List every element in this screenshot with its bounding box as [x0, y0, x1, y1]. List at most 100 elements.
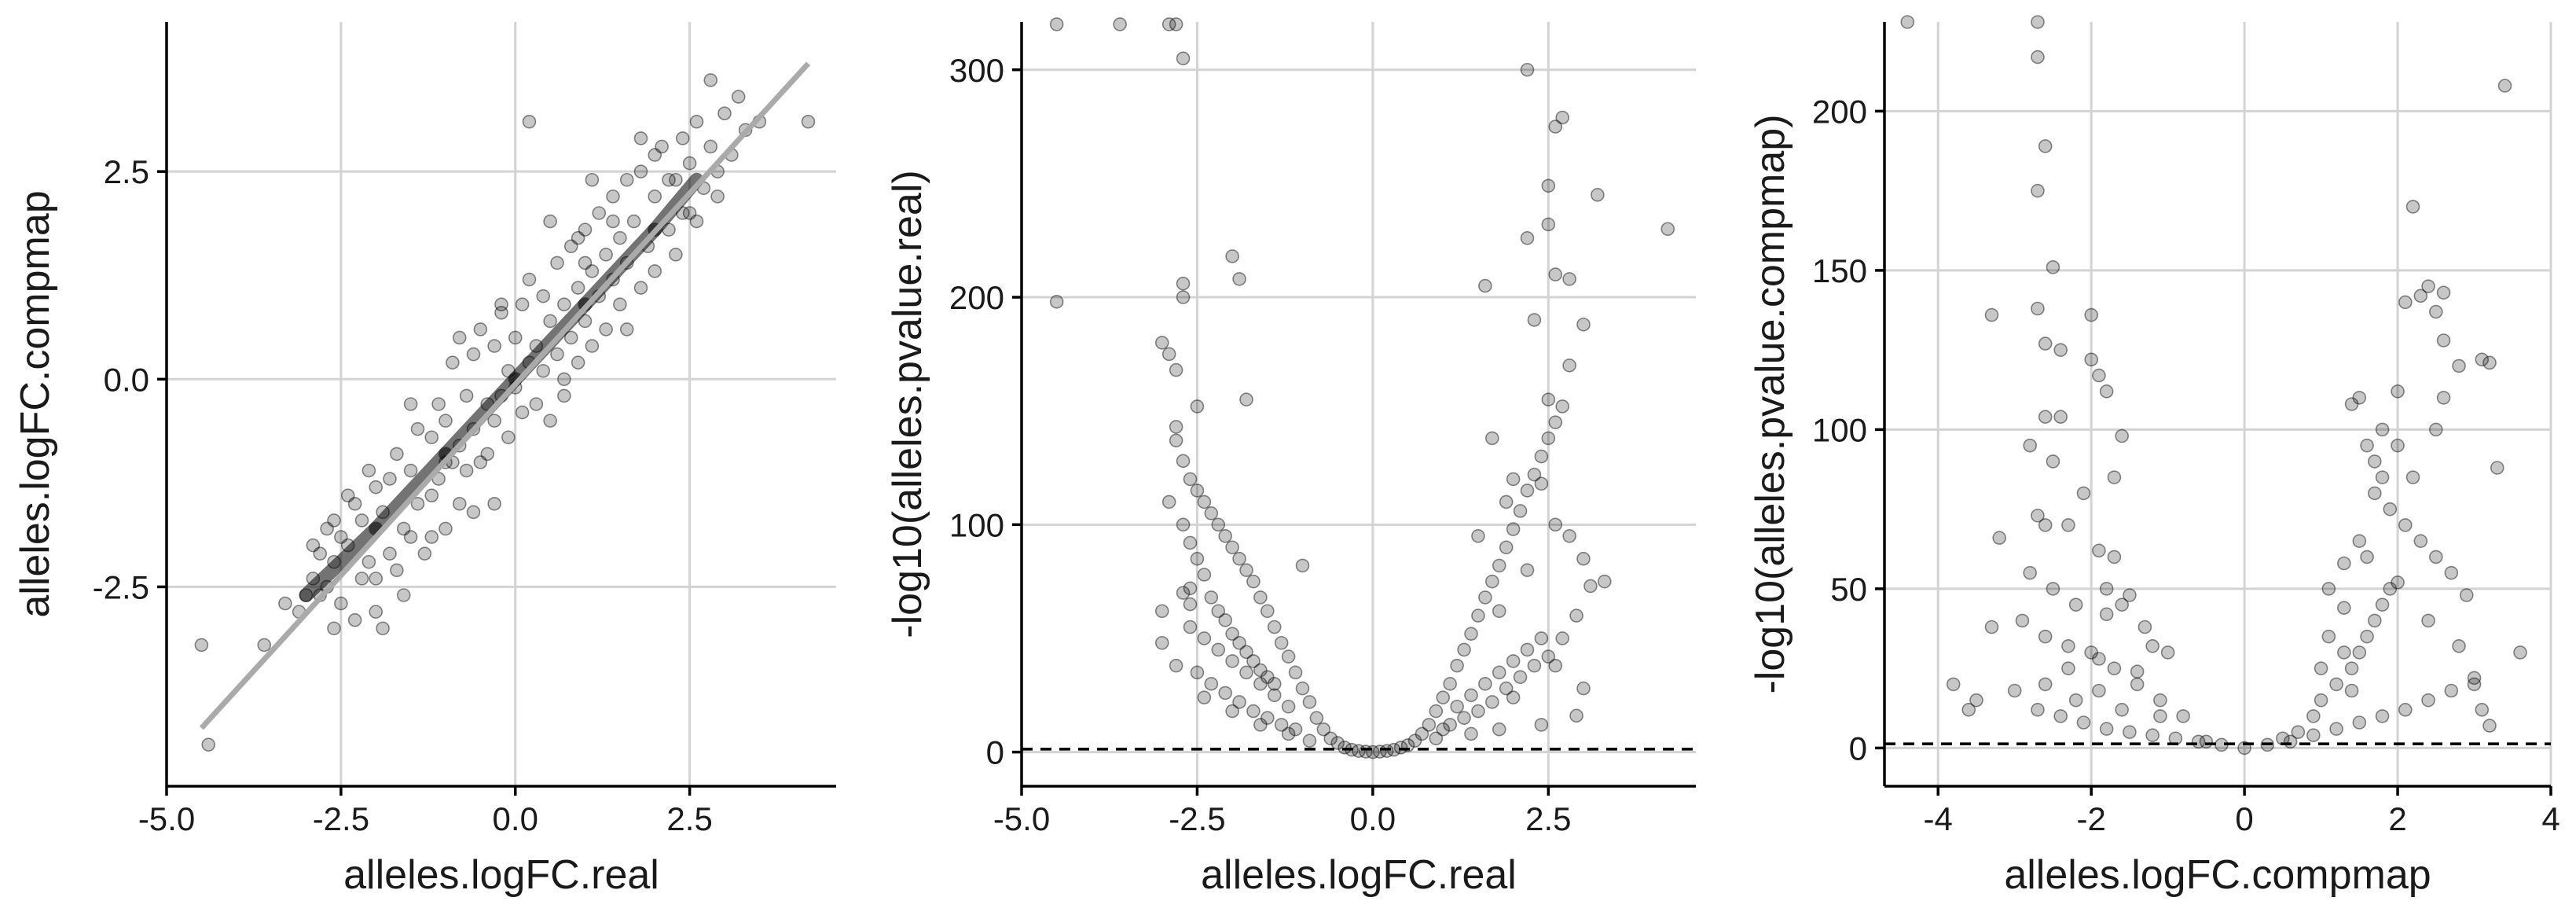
data-point — [1471, 704, 1485, 719]
data-point — [1049, 17, 1064, 31]
data-point — [578, 222, 593, 237]
data-point — [682, 206, 697, 220]
data-point — [1969, 693, 1983, 708]
data-point — [2405, 200, 2420, 214]
data-point — [1464, 726, 1478, 741]
data-point — [571, 355, 585, 370]
data-point — [369, 605, 383, 619]
y-tick-label: 300 — [949, 52, 1004, 89]
data-point — [1520, 231, 1535, 245]
x-tick-label: 2 — [2388, 800, 2406, 837]
data-point — [1450, 699, 1464, 714]
data-point — [1583, 579, 1598, 594]
data-point — [320, 521, 334, 536]
data-point — [1513, 670, 1528, 684]
data-point — [2375, 470, 2390, 484]
data-point — [1218, 686, 1232, 701]
data-point — [557, 372, 571, 387]
data-point — [1239, 563, 1253, 577]
data-point — [606, 189, 620, 204]
data-point — [2283, 734, 2298, 749]
data-point — [1176, 586, 1191, 600]
density-band — [369, 447, 453, 536]
data-point — [669, 248, 683, 262]
data-point — [2444, 565, 2459, 580]
data-point — [2482, 719, 2497, 733]
data-point — [2475, 702, 2490, 717]
data-point — [2038, 336, 2053, 351]
data-point — [1548, 517, 1563, 532]
data-point — [2467, 671, 2482, 686]
data-point — [2398, 702, 2413, 717]
data-point — [2383, 582, 2398, 596]
data-point — [2137, 620, 2152, 634]
data-point — [1260, 711, 1275, 726]
data-point — [369, 572, 383, 586]
data-point — [1471, 609, 1485, 623]
data-point — [1197, 495, 1212, 509]
data-point — [1541, 217, 1556, 232]
data-point — [2130, 664, 2145, 679]
x-tick-label: 0 — [2235, 800, 2253, 837]
data-point — [1379, 744, 1394, 758]
data-point — [1548, 120, 1563, 134]
data-point — [2344, 661, 2359, 675]
data-point — [1520, 484, 1535, 498]
data-point — [2391, 384, 2405, 399]
data-point — [354, 572, 369, 586]
data-point — [1541, 178, 1556, 193]
data-point — [2023, 438, 2037, 453]
data-point — [1176, 51, 1191, 66]
data-point — [194, 638, 209, 653]
data-point — [2352, 715, 2367, 730]
data-point — [1485, 695, 1499, 709]
data-point — [2031, 301, 2045, 316]
data-point — [2115, 428, 2129, 443]
data-point — [2084, 645, 2098, 660]
data-point — [2053, 709, 2068, 723]
data-point — [1660, 222, 1675, 237]
data-point — [1946, 677, 1961, 692]
data-point — [1576, 317, 1591, 332]
data-point — [1169, 17, 1183, 31]
data-point — [2145, 638, 2160, 653]
data-point — [1274, 718, 1289, 732]
data-point — [2360, 550, 2374, 564]
data-point — [1900, 15, 1915, 29]
data-point — [487, 496, 501, 511]
data-point — [2168, 731, 2183, 746]
data-point — [1436, 690, 1451, 704]
data-point — [1239, 665, 1253, 680]
data-point — [2061, 638, 2075, 653]
y-axis-title: alleles.logFC.compmap — [13, 190, 58, 617]
data-point — [2038, 410, 2053, 425]
data-point — [1113, 17, 1127, 31]
data-point — [543, 414, 557, 428]
data-point — [1288, 665, 1303, 680]
y-tick-label: 0 — [1849, 730, 1867, 767]
x-tick-label: -2.5 — [1169, 800, 1225, 837]
data-point — [2436, 333, 2451, 348]
data-point — [2421, 613, 2435, 628]
data-point — [1506, 522, 1521, 536]
data-point — [417, 546, 432, 561]
data-point — [1218, 613, 1232, 627]
y-tick-label: 2.5 — [104, 153, 149, 190]
data-point — [1246, 574, 1260, 589]
y-tick-label: 100 — [949, 506, 1004, 543]
data-point — [257, 638, 272, 653]
data-point — [1576, 681, 1591, 696]
data-point — [1176, 276, 1191, 291]
data-point — [1429, 731, 1444, 746]
data-point — [334, 530, 348, 544]
data-point — [1548, 415, 1563, 429]
data-point — [1555, 631, 1569, 645]
data-point — [2038, 629, 2053, 644]
data-point — [1183, 472, 1198, 487]
data-point — [1253, 663, 1268, 678]
data-point — [424, 530, 439, 544]
data-point — [2360, 438, 2374, 453]
data-point — [1295, 681, 1310, 696]
y-axis-title: -log10(alleles.pvalue.compmap) — [1748, 114, 1793, 693]
data-point — [1492, 722, 1506, 737]
